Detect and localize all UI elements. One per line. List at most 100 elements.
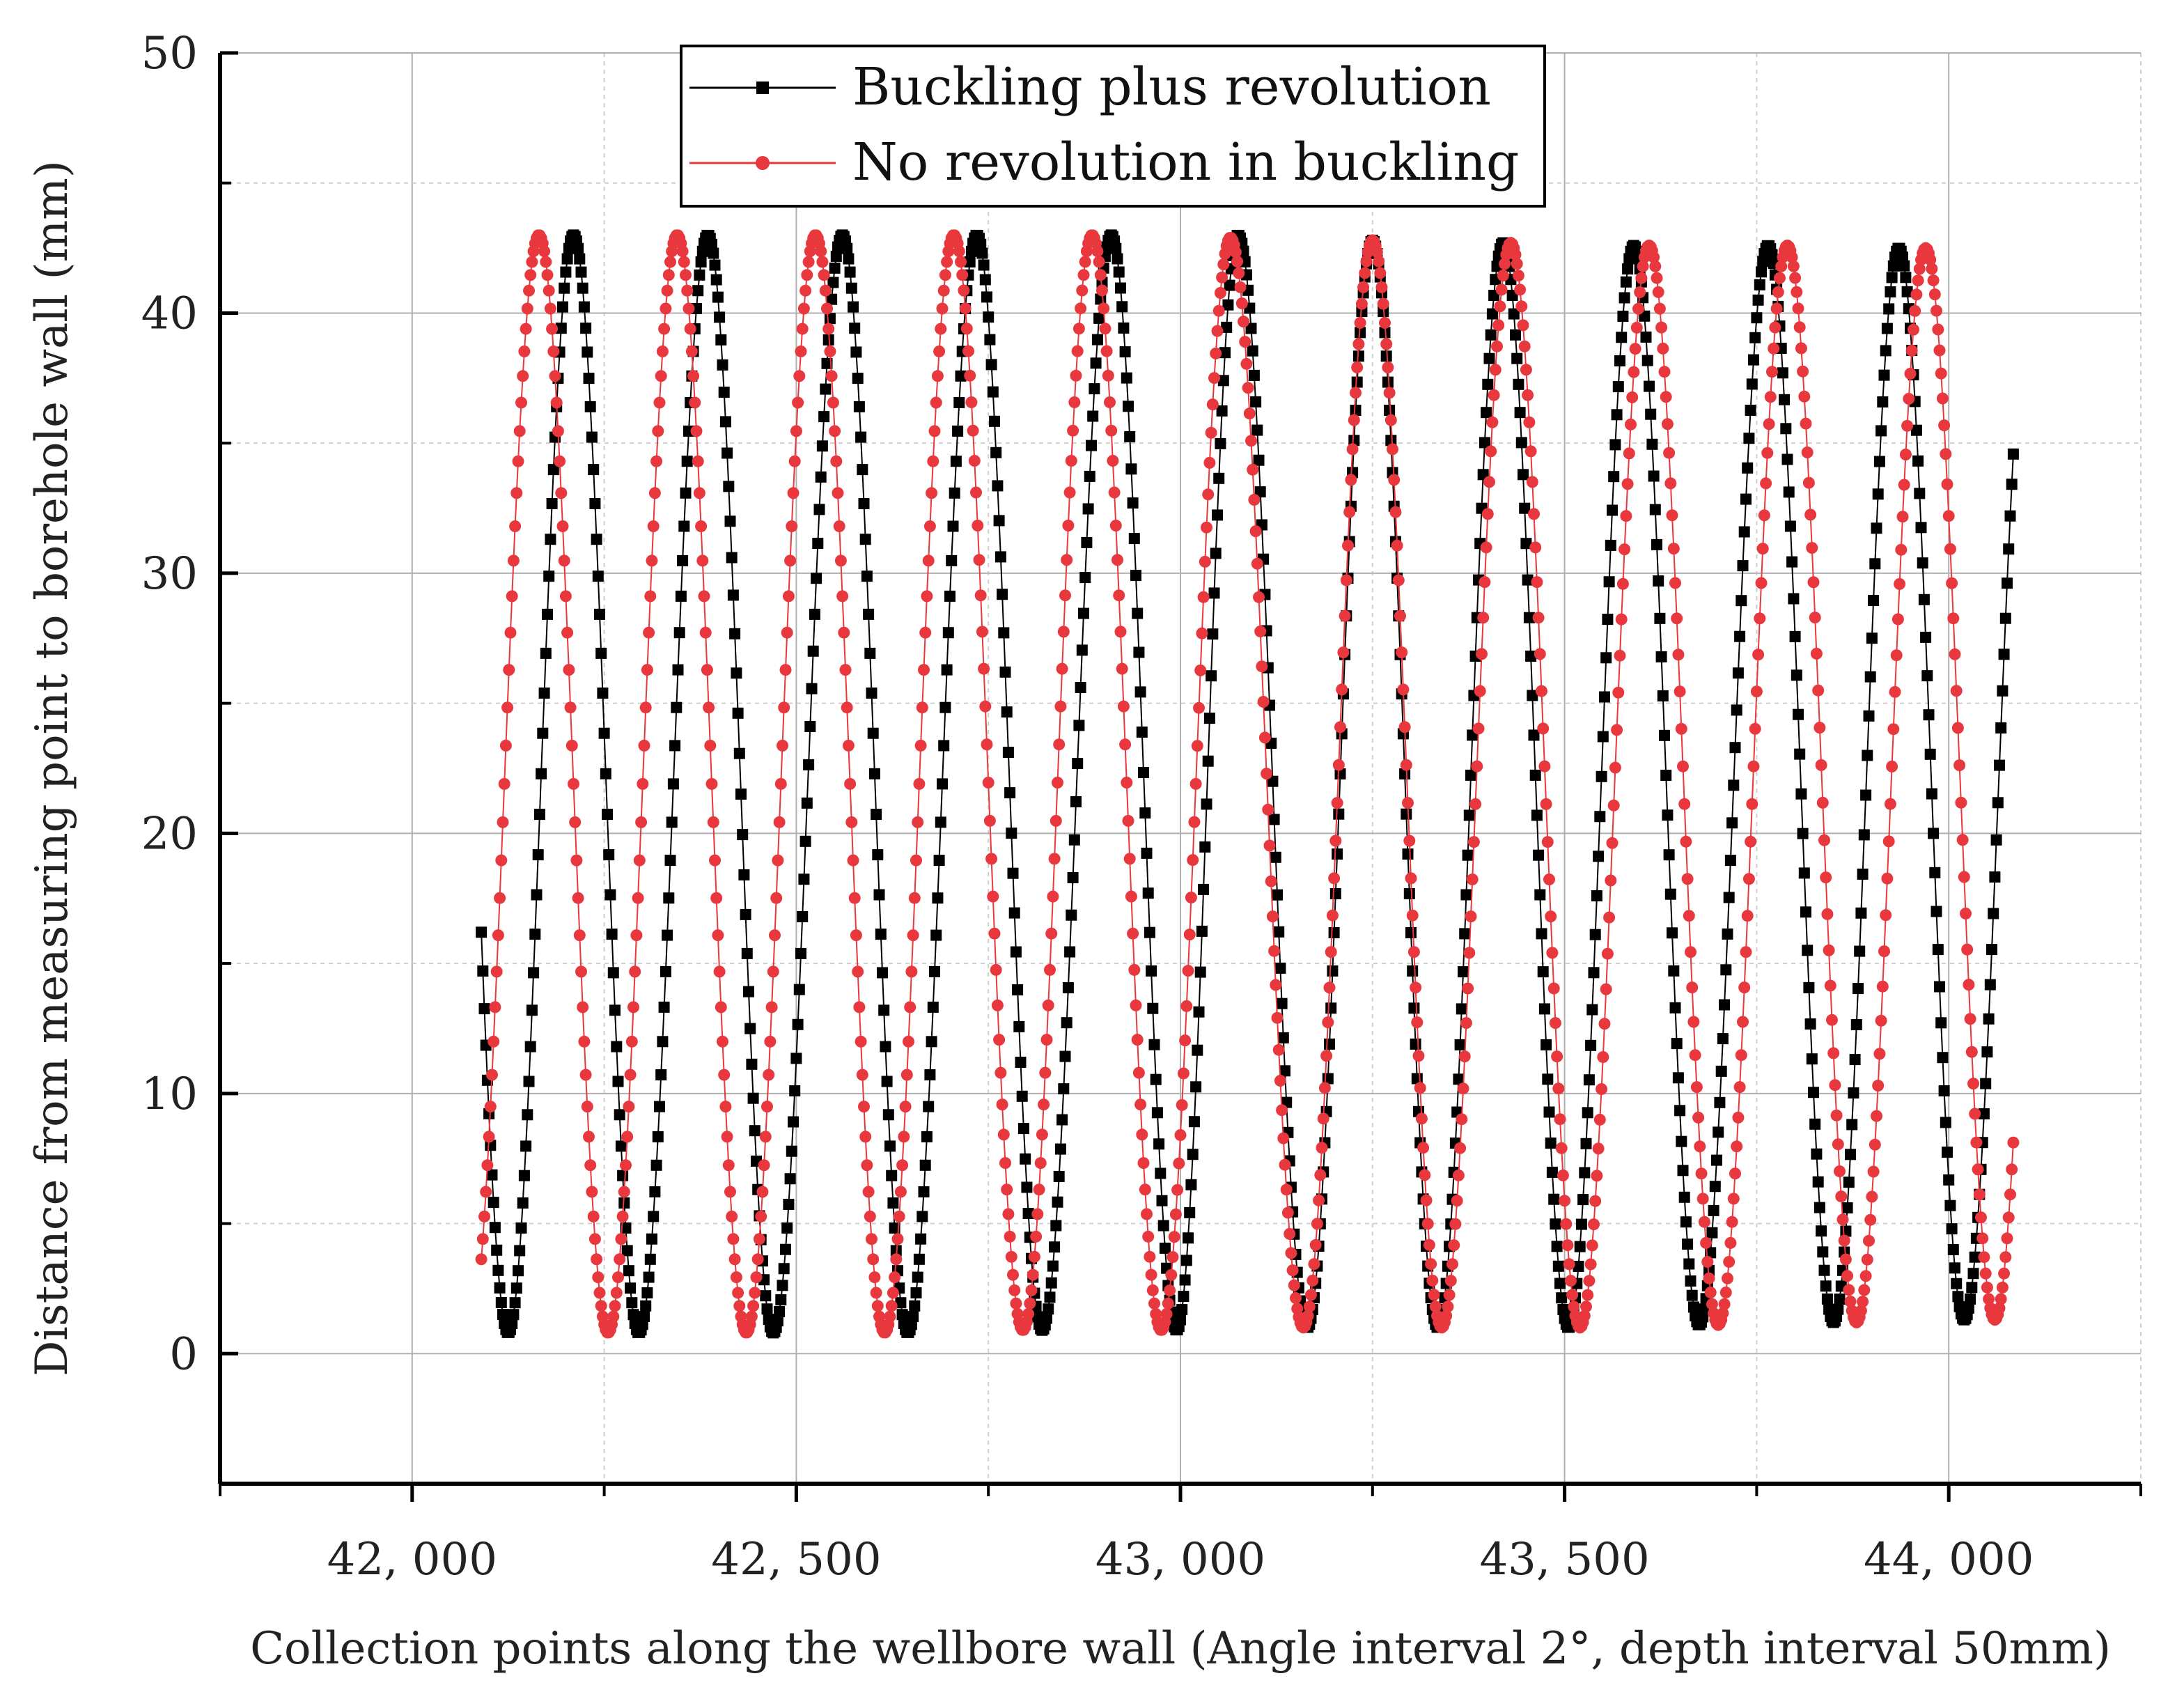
- data-point: [1206, 398, 1219, 411]
- data-point: [1125, 890, 1137, 903]
- data-point: [1876, 980, 1889, 993]
- data-point: [1164, 1284, 1176, 1297]
- data-point: [488, 1197, 499, 1209]
- data-point: [513, 1265, 524, 1277]
- data-point: [1332, 848, 1343, 860]
- data-point: [564, 701, 577, 714]
- data-point: [1668, 965, 1680, 977]
- data-point: [1314, 1169, 1327, 1181]
- data-point: [1894, 577, 1906, 590]
- data-point: [1731, 704, 1742, 716]
- data-point: [1659, 729, 1670, 741]
- data-point: [1764, 391, 1777, 403]
- data-point: [712, 929, 724, 942]
- data-point: [497, 816, 509, 828]
- data-point: [588, 1233, 601, 1245]
- data-point: [672, 664, 684, 676]
- data-point: [1309, 1239, 1322, 1251]
- data-point: [1809, 1118, 1821, 1130]
- data-point: [844, 777, 857, 790]
- data-point: [1514, 284, 1527, 296]
- data-point: [494, 892, 506, 904]
- data-point: [488, 1035, 500, 1048]
- data-point: [1064, 946, 1076, 958]
- data-point: [1926, 263, 1938, 275]
- data-point: [1515, 300, 1528, 313]
- data-point: [733, 1300, 746, 1312]
- data-point: [898, 1131, 910, 1143]
- data-point: [1845, 1149, 1856, 1160]
- data-point: [1878, 369, 1890, 381]
- data-point: [1057, 626, 1070, 638]
- data-point: [1254, 486, 1266, 498]
- data-point: [1328, 927, 1340, 938]
- data-point: [1485, 329, 1497, 341]
- data-point: [1618, 543, 1631, 556]
- data-point: [751, 1253, 764, 1266]
- data-point: [723, 481, 735, 492]
- data-point: [1380, 338, 1393, 350]
- data-point: [1582, 1107, 1593, 1119]
- data-point: [1465, 910, 1477, 923]
- data-point: [1791, 286, 1803, 298]
- data-point: [666, 816, 678, 828]
- data-point: [1908, 323, 1919, 336]
- data-point: [1531, 809, 1543, 821]
- data-point: [611, 1041, 623, 1053]
- data-point: [705, 777, 718, 790]
- data-point: [1669, 1002, 1681, 1014]
- data-point: [1371, 246, 1383, 258]
- data-point: [623, 1101, 635, 1113]
- data-point: [1454, 1039, 1466, 1050]
- data-point: [1709, 1181, 1721, 1193]
- data-point: [1746, 798, 1758, 810]
- data-point: [908, 892, 921, 904]
- data-point: [1284, 1227, 1296, 1240]
- data-point: [1754, 279, 1765, 290]
- data-point: [1139, 1183, 1151, 1196]
- data-point: [1872, 1080, 1885, 1092]
- data-point: [1531, 576, 1543, 589]
- data-point: [1526, 476, 1538, 488]
- data-point: [809, 608, 820, 620]
- legend: Buckling plus revolution No revolution i…: [680, 45, 1546, 208]
- data-point: [1674, 1105, 1686, 1117]
- data-point: [543, 570, 555, 582]
- data-point: [802, 256, 815, 268]
- data-point: [1134, 686, 1146, 698]
- data-point: [649, 1186, 661, 1197]
- data-point: [941, 664, 953, 676]
- data-point: [1271, 1011, 1284, 1024]
- data-point: [861, 570, 873, 582]
- data-point: [1715, 1065, 1727, 1077]
- data-point: [919, 626, 932, 639]
- data-point: [586, 431, 598, 443]
- data-point: [1185, 1179, 1197, 1190]
- data-point: [654, 1101, 665, 1112]
- data-point: [1944, 543, 1956, 555]
- data-point: [531, 889, 543, 901]
- data-point: [786, 520, 798, 532]
- data-point: [1998, 649, 2010, 660]
- data-point: [2006, 479, 2018, 490]
- data-point: [523, 284, 535, 297]
- data-point: [924, 1069, 936, 1080]
- data-point: [1411, 1016, 1424, 1029]
- data-point: [1065, 455, 1077, 467]
- data-point: [1243, 407, 1256, 420]
- data-point: [506, 590, 518, 603]
- data-point: [506, 1318, 518, 1329]
- data-point: [1199, 555, 1211, 568]
- data-point: [755, 1210, 767, 1222]
- data-point: [1557, 1304, 1569, 1315]
- data-point: [1986, 944, 1997, 956]
- data-point: [630, 929, 643, 942]
- data-point: [1747, 760, 1760, 773]
- data-point: [652, 1131, 664, 1142]
- data-point: [1460, 1017, 1472, 1030]
- data-point: [1705, 1247, 1717, 1259]
- data-point: [1797, 365, 1809, 378]
- data-point: [1403, 834, 1416, 847]
- data-point: [1273, 926, 1285, 938]
- data-point: [1146, 965, 1157, 977]
